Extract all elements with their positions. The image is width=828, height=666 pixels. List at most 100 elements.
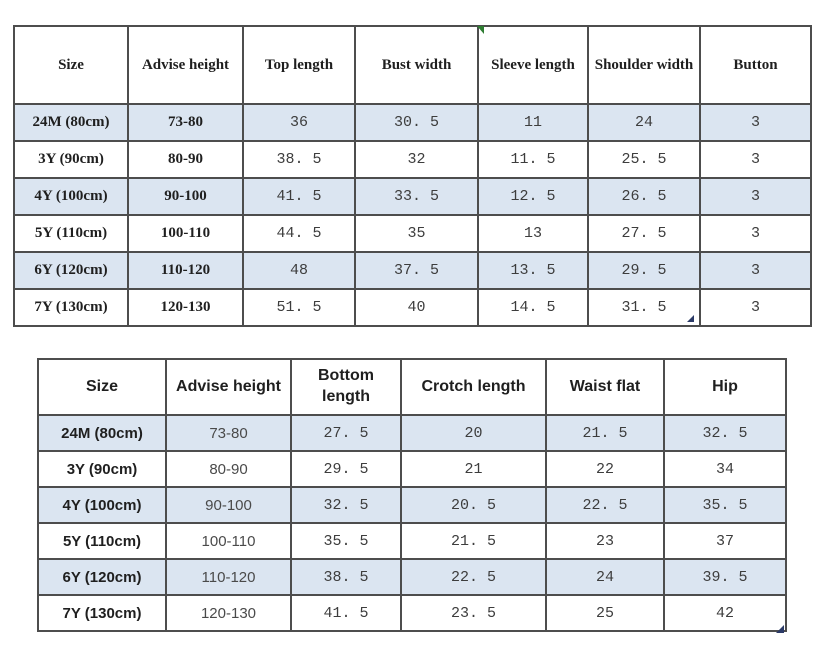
waist-flat-cell: 21. 5 (545, 414, 665, 452)
waist-flat-cell: 22 (545, 450, 665, 488)
table-row-24m: 24M (80cm) 73-80 36 30. 5 11 24 3 (13, 103, 812, 142)
crotch-length-cell: 21. 5 (400, 522, 547, 560)
advise-height-cell: 80-90 (127, 140, 244, 179)
bottom-length-cell: 41. 5 (290, 594, 402, 632)
hip-cell: 42 (663, 594, 787, 632)
top-length-cell: 41. 5 (242, 177, 356, 216)
advise-height-cell: 90-100 (165, 486, 292, 524)
col-header-advise-height: Advise height (165, 358, 292, 416)
crotch-length-cell: 23. 5 (400, 594, 547, 632)
shoulder-width-cell: 31. 5 (587, 288, 701, 327)
crotch-length-cell: 22. 5 (400, 558, 547, 596)
bottom-size-table: Size Advise height Bottom length Crotch … (37, 358, 787, 632)
size-cell: 7Y (130cm) (37, 594, 167, 632)
top-length-cell: 38. 5 (242, 140, 356, 179)
col-header-top-length: Top length (242, 25, 356, 105)
shoulder-width-cell: 24 (587, 103, 701, 142)
button-cell: 3 (699, 103, 812, 142)
sleeve-length-cell: 11 (477, 103, 589, 142)
bottom-length-cell: 38. 5 (290, 558, 402, 596)
table-row-24m: 24M (80cm) 73-80 27. 5 20 21. 5 32. 5 (37, 414, 787, 452)
bottom-length-cell: 35. 5 (290, 522, 402, 560)
col-header-bust-width: Bust width (354, 25, 479, 105)
table-row-5y: 5Y (110cm) 100-110 44. 5 35 13 27. 5 3 (13, 214, 812, 253)
advise-height-cell: 110-120 (127, 251, 244, 290)
table-row-4y: 4Y (100cm) 90-100 32. 5 20. 5 22. 5 35. … (37, 486, 787, 524)
waist-flat-cell: 25 (545, 594, 665, 632)
sleeve-length-cell: 11. 5 (477, 140, 589, 179)
bottom-length-cell: 29. 5 (290, 450, 402, 488)
size-cell: 7Y (130cm) (13, 288, 129, 327)
button-cell: 3 (699, 177, 812, 216)
shoulder-width-cell: 27. 5 (587, 214, 701, 253)
navy-corner-marker-top-table-icon (687, 315, 694, 322)
button-cell: 3 (699, 140, 812, 179)
crotch-length-cell: 20. 5 (400, 486, 547, 524)
col-header-crotch-length: Crotch length (400, 358, 547, 416)
top-size-table: Size Advise height Top length Bust width… (13, 25, 812, 327)
col-header-waist-flat: Waist flat (545, 358, 665, 416)
size-cell: 24M (80cm) (13, 103, 129, 142)
table-row-6y: 6Y (120cm) 110-120 48 37. 5 13. 5 29. 5 … (13, 251, 812, 290)
top-length-cell: 44. 5 (242, 214, 356, 253)
shoulder-width-cell: 25. 5 (587, 140, 701, 179)
waist-flat-cell: 24 (545, 558, 665, 596)
col-header-size: Size (13, 25, 129, 105)
top-length-cell: 48 (242, 251, 356, 290)
bust-width-cell: 33. 5 (354, 177, 479, 216)
advise-height-cell: 120-130 (127, 288, 244, 327)
hip-cell: 37 (663, 522, 787, 560)
top-length-cell: 51. 5 (242, 288, 356, 327)
col-header-hip: Hip (663, 358, 787, 416)
table-row-3y: 3Y (90cm) 80-90 38. 5 32 11. 5 25. 5 3 (13, 140, 812, 179)
table-row-6y: 6Y (120cm) 110-120 38. 5 22. 5 24 39. 5 (37, 558, 787, 596)
green-corner-marker-icon (477, 26, 484, 34)
hip-cell: 35. 5 (663, 486, 787, 524)
advise-height-cell: 90-100 (127, 177, 244, 216)
sleeve-length-cell: 14. 5 (477, 288, 589, 327)
table-row-4y: 4Y (100cm) 90-100 41. 5 33. 5 12. 5 26. … (13, 177, 812, 216)
bottom-length-cell: 27. 5 (290, 414, 402, 452)
size-cell: 4Y (100cm) (37, 486, 167, 524)
crotch-length-cell: 20 (400, 414, 547, 452)
shoulder-width-cell: 26. 5 (587, 177, 701, 216)
size-cell: 4Y (100cm) (13, 177, 129, 216)
waist-flat-cell: 23 (545, 522, 665, 560)
table-row-3y: 3Y (90cm) 80-90 29. 5 21 22 34 (37, 450, 787, 488)
size-cell: 24M (80cm) (37, 414, 167, 452)
advise-height-cell: 80-90 (165, 450, 292, 488)
advise-height-cell: 110-120 (165, 558, 292, 596)
crotch-length-cell: 21 (400, 450, 547, 488)
advise-height-cell: 100-110 (165, 522, 292, 560)
button-cell: 3 (699, 251, 812, 290)
advise-height-cell: 120-130 (165, 594, 292, 632)
waist-flat-cell: 22. 5 (545, 486, 665, 524)
col-header-size: Size (37, 358, 167, 416)
sleeve-length-cell: 13 (477, 214, 589, 253)
advise-height-cell: 100-110 (127, 214, 244, 253)
bust-width-cell: 35 (354, 214, 479, 253)
size-cell: 5Y (110cm) (13, 214, 129, 253)
bust-width-cell: 30. 5 (354, 103, 479, 142)
size-cell: 3Y (90cm) (37, 450, 167, 488)
col-header-shoulder-width: Shoulder width (587, 25, 701, 105)
table-row-7y: 7Y (130cm) 120-130 51. 5 40 14. 5 31. 5 … (13, 288, 812, 327)
size-cell: 6Y (120cm) (13, 251, 129, 290)
button-cell: 3 (699, 214, 812, 253)
table-row-7y: 7Y (130cm) 120-130 41. 5 23. 5 25 42 (37, 594, 787, 632)
bust-width-cell: 40 (354, 288, 479, 327)
hip-cell: 39. 5 (663, 558, 787, 596)
top-table-header-row: Size Advise height Top length Bust width… (13, 25, 812, 105)
button-cell: 3 (699, 288, 812, 327)
table-row-5y: 5Y (110cm) 100-110 35. 5 21. 5 23 37 (37, 522, 787, 560)
size-cell: 3Y (90cm) (13, 140, 129, 179)
col-header-sleeve-length: Sleeve length (477, 25, 589, 105)
bottom-table-header-row: Size Advise height Bottom length Crotch … (37, 358, 787, 416)
size-cell: 5Y (110cm) (37, 522, 167, 560)
bottom-length-cell: 32. 5 (290, 486, 402, 524)
col-header-advise-height: Advise height (127, 25, 244, 105)
shoulder-width-cell: 29. 5 (587, 251, 701, 290)
navy-corner-marker-bottom-table-icon (776, 625, 784, 633)
sleeve-length-cell: 12. 5 (477, 177, 589, 216)
